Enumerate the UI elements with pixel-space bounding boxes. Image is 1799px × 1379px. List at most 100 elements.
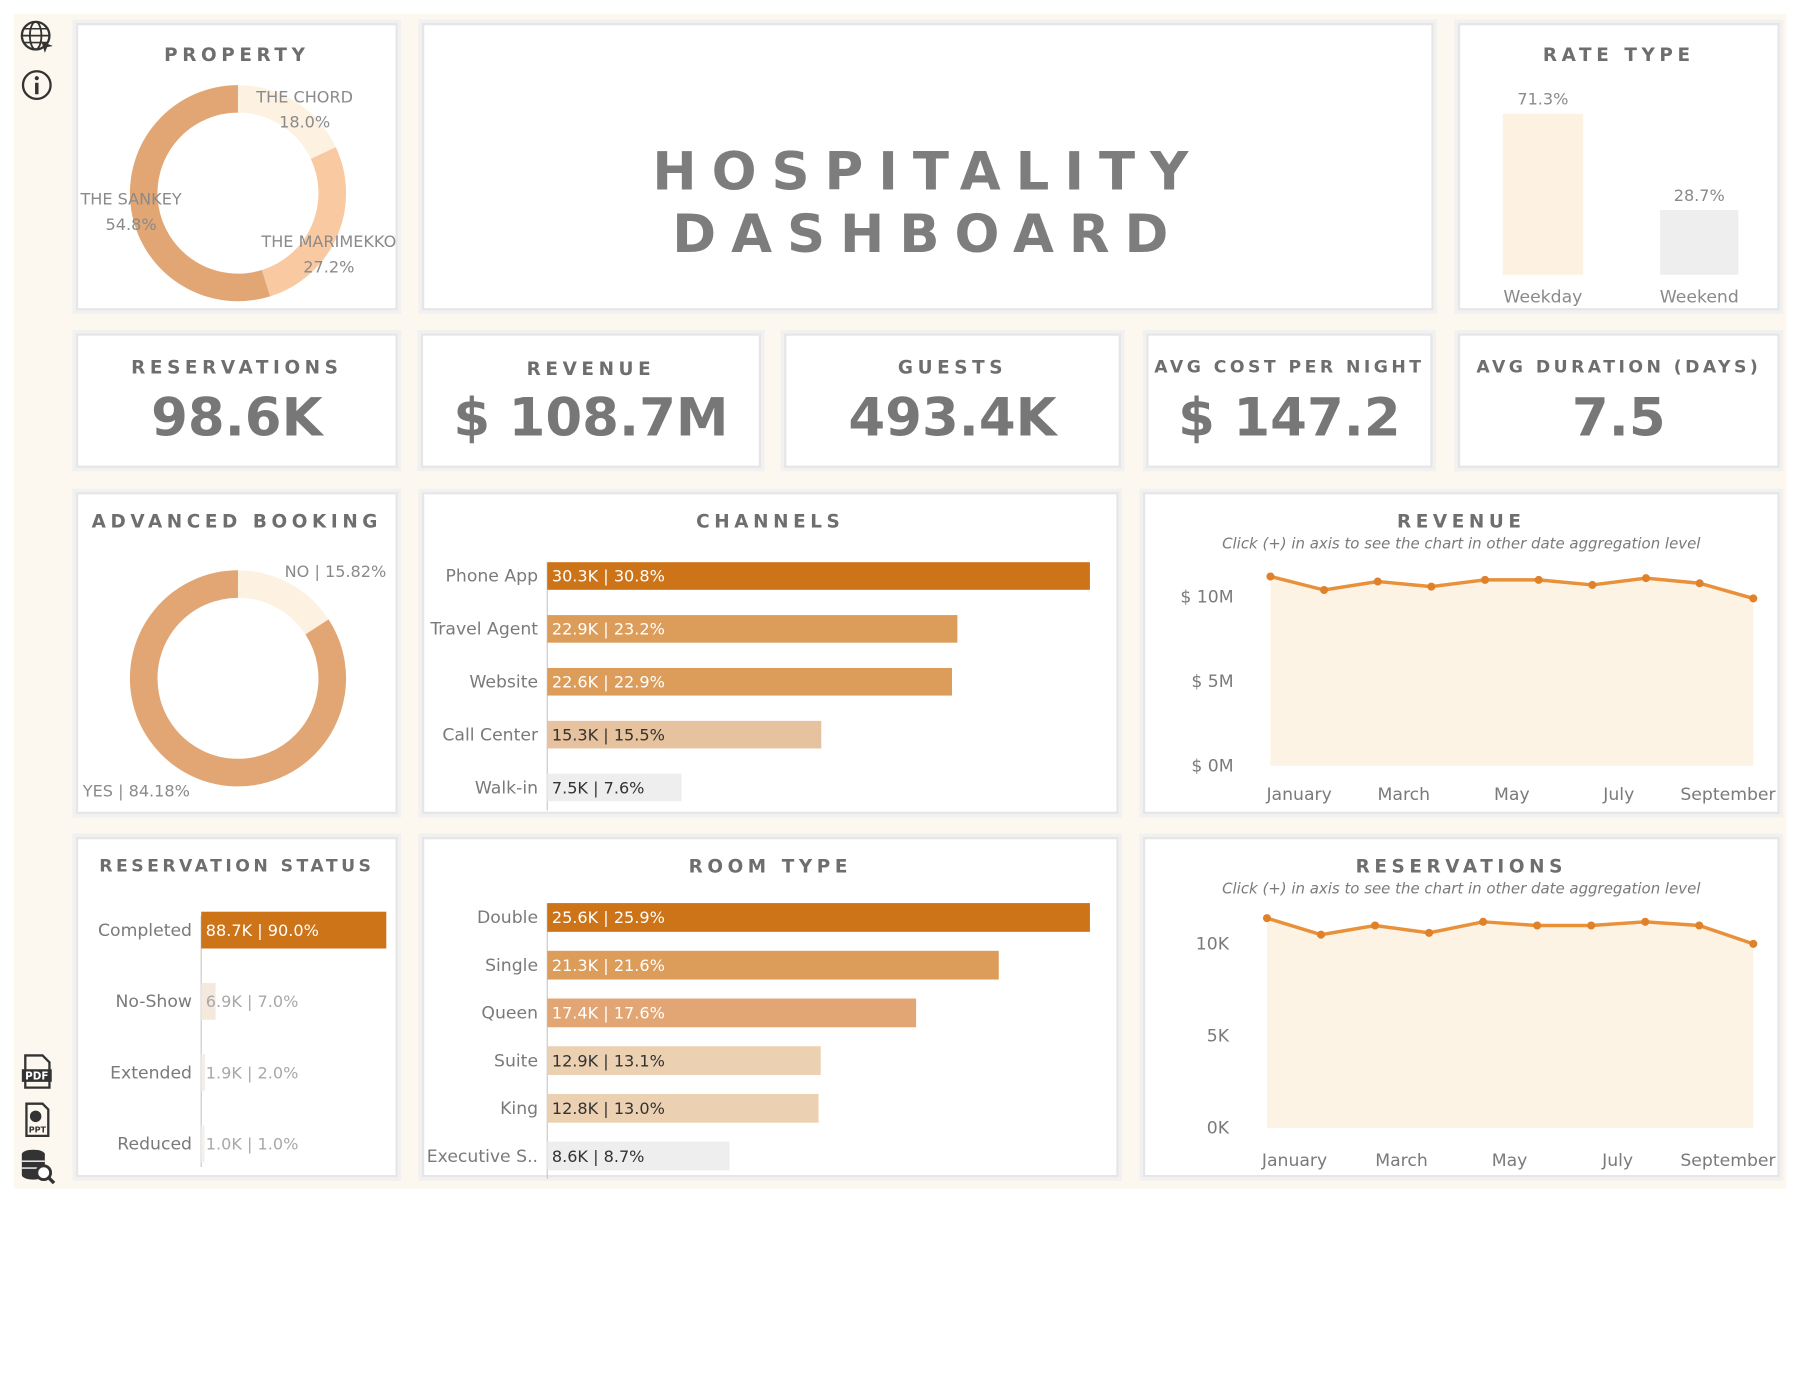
revenue_trend-x-tick-2: May	[1494, 785, 1530, 805]
channels-category-1: Travel Agent	[429, 620, 538, 640]
reservations_trend-point-2	[1371, 921, 1380, 930]
channels-bar-4	[547, 773, 682, 802]
title-card: HOSPITALITY DASHBOARD	[421, 22, 1434, 311]
room_type-value-label-1: 21.3K | 21.6%	[552, 956, 665, 975]
reservations_trend-x-tick-2: May	[1492, 1151, 1528, 1171]
revenue_trend-y-tick-1: $ 5M	[1191, 672, 1233, 692]
revenue_trend-y-tick-0: $ 10M	[1180, 587, 1233, 607]
database-search-icon[interactable]	[18, 1147, 56, 1185]
channels-value-label-3: 15.3K | 15.5%	[552, 725, 665, 744]
advanced-slice-label-0: NO | 15.82%	[285, 562, 387, 581]
dashboard-title: HOSPITALITY DASHBOARD	[652, 140, 1204, 265]
channels-title: CHANNELS	[696, 510, 845, 533]
advanced-booking-card: ADVANCED BOOKING NO | 15.82% YES | 84.18%	[75, 492, 398, 814]
revenue-trend-subtitle: Click (+) in axis to see the chart in ot…	[1222, 535, 1701, 554]
room_type-value-label-5: 8.6K | 8.7%	[552, 1147, 645, 1166]
room_type-value-label-3: 12.9K | 13.1%	[552, 1051, 665, 1070]
reservation_status-bar-2	[201, 1054, 206, 1092]
rate-bar-0	[1502, 113, 1584, 275]
revenue_trend-line	[1269, 574, 1754, 601]
room_type-bar-5	[547, 1141, 730, 1171]
revenue_trend-point-7	[1641, 574, 1651, 583]
room_type-category-2: Queen	[481, 1004, 538, 1024]
reservations_trend-y-tick-1: 5K	[1207, 1027, 1230, 1047]
reservations_trend-point-9	[1749, 939, 1758, 948]
property-slice-value-1: 27.2%	[303, 257, 354, 276]
property-title: PROPERTY	[164, 43, 310, 66]
channels-category-4: Walk-in	[475, 778, 538, 798]
rate-type-title: RATE TYPE	[1542, 43, 1695, 66]
ppt-icon[interactable]: PPT	[18, 1101, 55, 1138]
reservation_status-value-label-3: 1.0K | 1.0%	[206, 1135, 299, 1154]
reservations_trend-point-4	[1479, 917, 1488, 926]
reservation-status-card: RESERVATION STATUS Completed 88.7K | 90.0…	[75, 836, 398, 1178]
reservation_status-value-label-1: 6.9K | 7.0%	[206, 992, 299, 1011]
channels-category-3: Call Center	[442, 725, 539, 745]
revenue_trend-x-tick-0: January	[1265, 785, 1331, 805]
rate-bar-label-0: 71.3%	[1517, 90, 1568, 109]
revenue_trend-point-6	[1588, 580, 1597, 589]
revenue_trend-x-tick-4: September	[1680, 785, 1776, 805]
reservation_status-value-label-2: 1.9K | 2.0%	[206, 1063, 299, 1082]
reservation_status-bar-3	[201, 1125, 205, 1163]
reservation_status-value-label-0: 88.7K | 90.0%	[206, 921, 319, 940]
reservations_trend-x-tick-4: September	[1680, 1151, 1776, 1171]
revenue_trend-point-4	[1481, 575, 1490, 584]
reservations_trend-point-5	[1533, 921, 1542, 930]
reservation_status-bar-0	[201, 911, 387, 949]
revenue_trend-area	[1270, 576, 1754, 766]
reservations_trend-x-tick-3: July	[1601, 1151, 1633, 1171]
reservation_status-category-0: Completed	[98, 921, 192, 941]
room_type-value-label-2: 17.4K | 17.6%	[552, 1004, 665, 1023]
property-slice-2	[129, 85, 271, 302]
rate-type-chart: 71.3% Weekday 28.7% Weekend	[1502, 90, 1739, 307]
room_type-category-1: Single	[485, 956, 538, 976]
reservations-area-chart[interactable]: 10K 5K 0K January March May July September	[1145, 839, 1782, 1179]
property-slice-label-0: THE CHORD	[255, 87, 353, 106]
kpi-avg-cost-card: AVG COST PER NIGHT $ 147.2	[1146, 333, 1433, 468]
property-slice-value-0: 18.0%	[279, 113, 330, 132]
kpi-avg-duration-value: 7.5	[1571, 386, 1666, 449]
revenue-trend-card: REVENUE Click (+) in axis to see the cha…	[1142, 492, 1782, 816]
revenue_trend-point-8	[1695, 579, 1704, 588]
channels-bar-3	[547, 720, 822, 749]
revenue_trend-x-tick-1: March	[1378, 785, 1431, 805]
kpi-reservations-value: 98.6K	[151, 386, 323, 449]
globe-icon[interactable]	[18, 18, 55, 55]
property-slice-label-1: THE MARIMEKKO	[260, 232, 396, 251]
room-type-card: ROOM TYPE Double 25.6K | 25.9% Single 21.3K…	[421, 836, 1119, 1180]
room_type-category-0: Double	[477, 908, 538, 928]
channels-value-label-0: 30.3K | 30.8%	[552, 567, 665, 586]
room-type-title: ROOM TYPE	[688, 855, 853, 878]
reservations_trend-y-tick-0: 10K	[1196, 935, 1230, 955]
revenue_trend-x-tick-3: July	[1602, 785, 1634, 805]
reservations_trend-point-6	[1587, 921, 1596, 930]
reservations_trend-x-tick-1: March	[1375, 1151, 1428, 1171]
revenue_trend-point-1	[1320, 585, 1329, 595]
reservations_trend-point-7	[1641, 917, 1650, 926]
kpi-guests-card: GUESTS 493.4K	[784, 333, 1121, 468]
room_type-bar-3	[547, 1046, 821, 1075]
info-icon[interactable]	[18, 67, 55, 104]
revenue_trend-point-3	[1427, 582, 1436, 591]
room_type-category-5: Executive S..	[427, 1147, 538, 1167]
reservations_trend-point-1	[1316, 930, 1326, 939]
room_type-category-4: King	[500, 1099, 538, 1119]
reservations_trend-point-8	[1695, 921, 1704, 930]
reservation_status-category-2: Extended	[110, 1063, 192, 1083]
kpi-avg-cost-label: AVG COST PER NIGHT	[1154, 356, 1425, 378]
channels-bar-chart: Phone App 30.3K | 30.8% Travel Agent 22.9K …	[429, 562, 1090, 811]
advanced-booking-donut-chart: NO | 15.82% YES | 84.18%	[82, 562, 387, 801]
revenue_trend-y-tick-2: $ 0M	[1191, 756, 1233, 776]
room-type-bar-chart: Double 25.6K | 25.9% Single 21.3K | 21.6% Qu…	[427, 903, 1090, 1180]
revenue_trend-point-5	[1534, 575, 1543, 584]
advanced-slice-0	[237, 570, 329, 635]
revenue-area-chart[interactable]: $ 10M $ 5M $ 0M January March May July Septembe…	[1145, 494, 1782, 816]
reservations-trend-title: RESERVATIONS	[1355, 855, 1567, 878]
reservations_trend-point-0	[1262, 914, 1271, 923]
pdf-icon[interactable]: PDF	[18, 1053, 55, 1090]
rate-bar-1	[1660, 209, 1739, 275]
channels-bar-2	[547, 667, 953, 696]
room_type-value-label-0: 25.6K | 25.9%	[552, 908, 665, 927]
